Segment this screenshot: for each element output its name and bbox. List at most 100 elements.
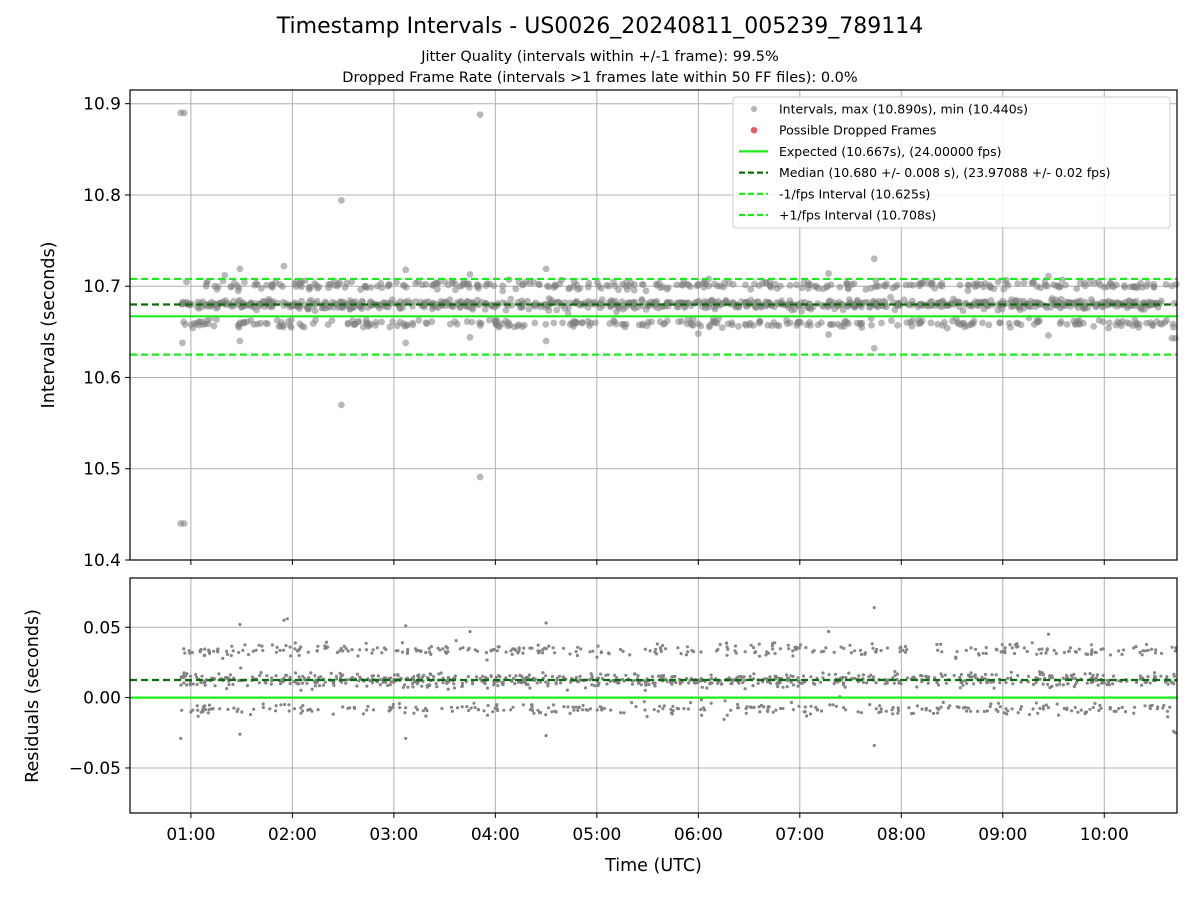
- data-point: [678, 318, 686, 325]
- data-point: [703, 708, 707, 712]
- data-point: [940, 650, 944, 654]
- data-point: [645, 714, 649, 719]
- data-point: [281, 680, 285, 684]
- data-point: [885, 646, 890, 650]
- legend-entry-label: Intervals, max (10.890s), min (10.440s): [779, 102, 1028, 117]
- data-point: [843, 685, 847, 689]
- data-point: [384, 647, 388, 652]
- data-point: [301, 704, 305, 708]
- data-point: [428, 683, 432, 688]
- data-point: [306, 650, 310, 654]
- data-point: [338, 649, 342, 653]
- data-point: [344, 319, 352, 327]
- data-point: [358, 648, 362, 652]
- data-point: [756, 681, 760, 686]
- data-point: [996, 319, 1003, 327]
- data-point: [746, 319, 754, 327]
- data-point: [1038, 677, 1042, 681]
- data-point: [493, 706, 497, 710]
- data-point: [355, 684, 359, 688]
- data-point: [1138, 650, 1142, 655]
- data-point: [756, 318, 764, 325]
- data-point: [524, 682, 528, 686]
- data-point: [439, 671, 443, 675]
- data-point: [425, 676, 429, 680]
- data-point: [656, 709, 660, 713]
- data-point: [656, 318, 664, 326]
- data-point: [577, 705, 581, 710]
- data-point: [653, 282, 661, 289]
- data-point: [331, 681, 336, 685]
- data-point: [771, 710, 775, 714]
- outlier-point: [282, 618, 286, 622]
- data-point: [893, 673, 897, 678]
- outlier-point: [338, 401, 345, 409]
- data-point: [733, 644, 738, 648]
- outlier-point: [872, 743, 876, 748]
- data-point: [460, 705, 464, 709]
- data-point: [791, 305, 799, 313]
- data-point: [722, 717, 726, 722]
- data-point: [323, 646, 327, 651]
- data-point: [939, 705, 943, 709]
- data-point: [1165, 709, 1170, 713]
- data-point: [776, 685, 780, 689]
- data-point: [269, 682, 273, 686]
- data-point: [765, 650, 769, 654]
- data-point: [389, 318, 396, 326]
- data-point: [350, 648, 354, 652]
- data-point: [875, 282, 883, 290]
- data-point: [303, 678, 307, 682]
- data-point: [602, 706, 607, 711]
- outlier-point: [238, 622, 242, 627]
- data-point: [1062, 706, 1066, 711]
- data-point: [949, 317, 956, 325]
- outlier-point: [542, 337, 550, 345]
- data-point: [450, 709, 454, 713]
- data-point: [619, 711, 623, 715]
- data-point: [928, 709, 932, 713]
- data-point: [545, 307, 553, 314]
- data-point: [239, 666, 243, 670]
- data-point: [977, 652, 981, 656]
- x-tick-label: 10:00: [1080, 825, 1129, 845]
- data-point: [1050, 684, 1054, 689]
- data-point: [504, 650, 508, 654]
- data-point: [856, 710, 860, 714]
- data-point: [865, 681, 869, 685]
- data-point: [1036, 711, 1040, 715]
- data-point: [400, 641, 404, 645]
- data-point: [463, 318, 471, 325]
- data-point: [544, 713, 548, 717]
- data-point: [879, 648, 883, 653]
- data-point: [396, 673, 400, 677]
- data-point: [842, 646, 846, 651]
- data-point: [595, 708, 599, 712]
- data-point: [1061, 676, 1065, 680]
- data-point: [571, 705, 575, 709]
- data-point: [971, 682, 976, 686]
- data-point: [225, 649, 229, 654]
- data-point: [676, 646, 680, 650]
- data-point: [393, 279, 400, 286]
- data-point: [1101, 647, 1105, 651]
- data-point: [955, 705, 959, 709]
- data-point: [751, 280, 758, 288]
- data-point: [902, 281, 910, 289]
- data-point: [441, 681, 445, 685]
- data-point: [789, 700, 794, 705]
- legend-entry-label: +1/fps Interval (10.708s): [779, 208, 936, 223]
- data-point: [428, 672, 432, 676]
- data-point: [1113, 281, 1120, 289]
- data-point: [472, 701, 476, 705]
- data-point: [974, 647, 978, 651]
- data-point: [1148, 706, 1152, 711]
- data-point: [530, 279, 538, 286]
- data-point: [367, 284, 375, 291]
- data-point: [765, 677, 769, 681]
- data-point: [1132, 646, 1136, 650]
- data-point: [533, 677, 537, 681]
- data-point: [718, 324, 726, 331]
- data-point: [313, 684, 317, 688]
- data-point: [795, 318, 803, 326]
